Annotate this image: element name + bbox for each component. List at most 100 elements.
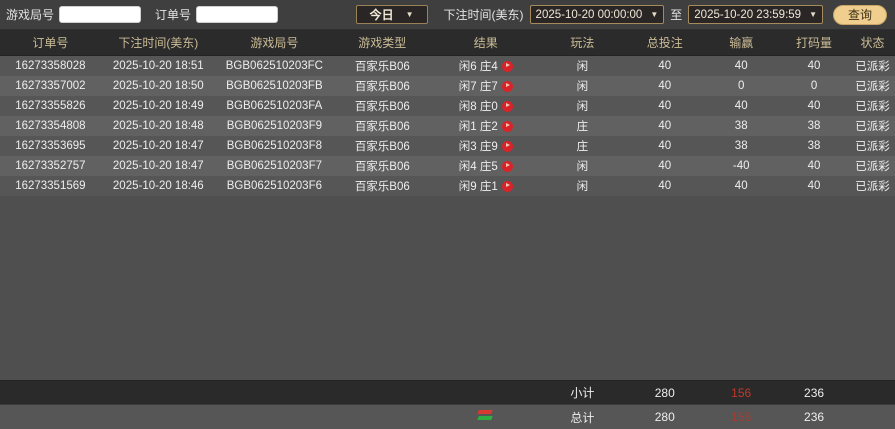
- total-total-bet: 280: [654, 410, 675, 424]
- cell-play: 闲: [576, 181, 589, 193]
- play-video-icon[interactable]: [501, 140, 513, 152]
- cell-chip: 38: [807, 140, 821, 152]
- exchange-arrows-icon[interactable]: [476, 409, 494, 422]
- play-video-icon[interactable]: [501, 120, 513, 132]
- play-video-icon[interactable]: [501, 160, 513, 172]
- cell-win-loss: 40: [734, 60, 748, 72]
- total-chip: 236: [804, 410, 825, 424]
- cell-win-loss: -40: [732, 160, 750, 172]
- subtotal-win-loss: 156: [731, 385, 752, 400]
- table-row[interactable]: 16273358028 2025-10-20 18:51 BGB062510203F…: [0, 56, 895, 76]
- cell-game-type: 百家乐B06: [354, 161, 410, 173]
- cell-bet-time: 2025-10-20 18:47: [112, 160, 204, 172]
- cell-result: 闲1 庄2: [432, 118, 540, 134]
- table-row[interactable]: 16273357002 2025-10-20 18:50 BGB062510203F…: [0, 76, 895, 96]
- total-icon-cell: [432, 409, 540, 425]
- cell-game-no: BGB062510203F7: [226, 160, 322, 172]
- column-header-total-bet[interactable]: 总投注: [646, 36, 683, 50]
- date-to-value: 2025-10-20 23:59:59: [694, 8, 802, 21]
- cell-status: 已派彩: [855, 121, 890, 133]
- game-no-label: 游戏局号: [6, 8, 55, 22]
- cell-order-no: 16273354808: [15, 120, 86, 132]
- cell-order-no: 16273358028: [15, 60, 86, 72]
- table-row[interactable]: 16273351569 2025-10-20 18:46 BGB062510203F…: [0, 176, 895, 196]
- cell-order-no: 16273351569: [15, 180, 86, 192]
- table-row[interactable]: 16273355826 2025-10-20 18:49 BGB062510203F…: [0, 96, 895, 116]
- cell-total-bet: 40: [658, 100, 672, 112]
- date-range-separator: 至: [670, 8, 683, 22]
- cell-result-text: 闲4 庄5: [458, 161, 498, 173]
- column-header-order-no[interactable]: 订单号: [32, 36, 69, 50]
- cell-total-bet: 40: [658, 60, 672, 72]
- table-body: 16273358028 2025-10-20 18:51 BGB062510203F…: [0, 56, 895, 380]
- cell-game-no: BGB062510203FB: [226, 80, 323, 92]
- column-header-game-type[interactable]: 游戏类型: [358, 36, 407, 50]
- cell-play: 闲: [576, 61, 589, 73]
- cell-total-bet: 40: [658, 180, 672, 192]
- game-no-input[interactable]: [59, 6, 142, 23]
- cell-game-no: BGB062510203FC: [225, 60, 323, 72]
- cell-result-text: 闲3 庄9: [458, 141, 498, 153]
- cell-result: 闲3 庄9: [432, 138, 540, 154]
- play-video-icon[interactable]: [501, 60, 513, 72]
- date-to-input[interactable]: 2025-10-20 23:59:59 ▼: [688, 5, 823, 24]
- cell-result: 闲4 庄5: [432, 158, 540, 174]
- table-row[interactable]: 16273353695 2025-10-20 18:47 BGB062510203F…: [0, 136, 895, 156]
- cell-chip: 40: [807, 100, 821, 112]
- cell-result: 闲9 庄1: [432, 178, 540, 194]
- cell-result-text: 闲7 庄7: [458, 81, 498, 93]
- table-header: 订单号 下注时间(美东) 游戏局号 游戏类型 结果 玩法 总投注 输赢 打码量 …: [0, 30, 895, 56]
- column-header-result[interactable]: 结果: [473, 36, 498, 50]
- cell-game-no: BGB062510203F8: [226, 140, 322, 152]
- cell-game-type: 百家乐B06: [354, 141, 410, 153]
- order-no-label: 订单号: [155, 8, 192, 22]
- cell-game-no: BGB062510203FA: [226, 100, 323, 112]
- period-select-value: 今日: [369, 8, 394, 22]
- cell-result-text: 闲1 庄2: [458, 121, 498, 133]
- play-video-icon[interactable]: [501, 80, 513, 92]
- chevron-down-icon: ▼: [809, 9, 817, 19]
- period-select[interactable]: 今日 ▼: [355, 5, 428, 24]
- play-video-icon[interactable]: [501, 100, 513, 112]
- cell-game-type: 百家乐B06: [354, 61, 410, 73]
- cell-order-no: 16273355826: [15, 100, 86, 112]
- cell-game-type: 百家乐B06: [354, 121, 410, 133]
- cell-game-no: BGB062510203F6: [226, 180, 322, 192]
- cell-play: 庄: [576, 121, 589, 133]
- total-row: 总计 280 156 236: [0, 404, 895, 429]
- subtotal-row: 小计 280 156 236: [0, 380, 895, 404]
- cell-play: 闲: [576, 161, 589, 173]
- column-header-play[interactable]: 玩法: [570, 36, 595, 50]
- cell-win-loss: 40: [734, 100, 748, 112]
- chevron-down-icon: ▼: [405, 9, 414, 19]
- date-from-input[interactable]: 2025-10-20 00:00:00 ▼: [529, 5, 665, 24]
- column-header-win-loss[interactable]: 输赢: [729, 36, 754, 50]
- cell-result: 闲8 庄0: [432, 98, 540, 114]
- cell-chip: 40: [807, 180, 821, 192]
- order-no-input[interactable]: [196, 6, 279, 23]
- cell-win-loss: 40: [734, 180, 748, 192]
- subtotal-chip: 236: [804, 385, 825, 400]
- column-header-bet-time[interactable]: 下注时间(美东): [118, 36, 199, 50]
- cell-bet-time: 2025-10-20 18:49: [112, 100, 204, 112]
- cell-chip: 38: [807, 120, 821, 132]
- query-button[interactable]: 查询: [833, 4, 887, 25]
- cell-game-type: 百家乐B06: [354, 81, 410, 93]
- column-header-game-no[interactable]: 游戏局号: [250, 36, 299, 50]
- cell-chip: 40: [807, 60, 821, 72]
- table-row[interactable]: 16273352757 2025-10-20 18:47 BGB062510203F…: [0, 156, 895, 176]
- cell-order-no: 16273353695: [15, 140, 86, 152]
- cell-bet-time: 2025-10-20 18:46: [112, 180, 204, 192]
- cell-win-loss: 0: [737, 80, 745, 92]
- table-row[interactable]: 16273354808 2025-10-20 18:48 BGB062510203F…: [0, 116, 895, 136]
- column-header-chip[interactable]: 打码量: [796, 36, 833, 50]
- column-header-status[interactable]: 状态: [860, 36, 885, 50]
- cell-bet-time: 2025-10-20 18:51: [112, 60, 204, 72]
- cell-game-type: 百家乐B06: [354, 181, 410, 193]
- cell-status: 已派彩: [855, 181, 890, 193]
- date-from-value: 2025-10-20 00:00:00: [535, 8, 643, 21]
- cell-result-text: 闲6 庄4: [458, 61, 498, 73]
- play-video-icon[interactable]: [501, 180, 513, 192]
- cell-game-no: BGB062510203F9: [226, 120, 322, 132]
